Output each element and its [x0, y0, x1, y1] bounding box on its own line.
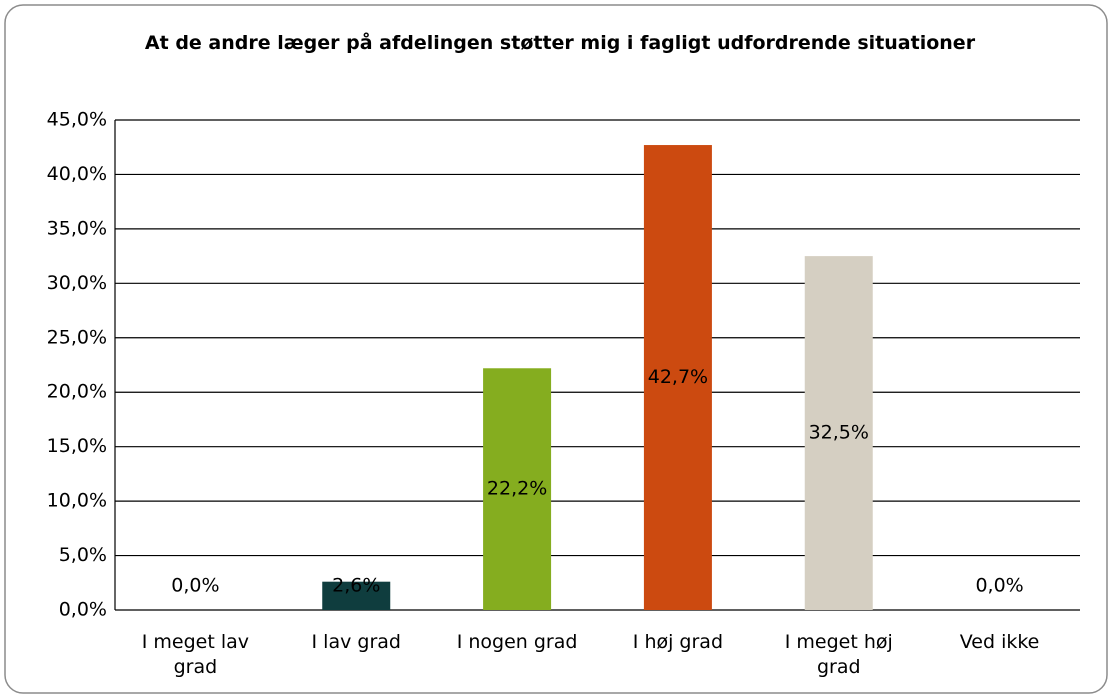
value-label: 0,0%	[975, 575, 1023, 597]
x-tick-label: I lav grad	[311, 631, 401, 653]
y-tick-label: 40,0%	[47, 163, 107, 185]
x-tick-label: I meget høj grad	[784, 631, 893, 678]
x-tick-label: I høj grad	[632, 631, 724, 653]
y-tick-label: 5,0%	[59, 544, 107, 566]
y-tick-label: 0,0%	[59, 599, 107, 621]
value-label: 2,6%	[332, 575, 380, 597]
bar	[483, 368, 552, 610]
y-tick-label: 25,0%	[47, 326, 107, 348]
x-tick-label: I meget lav grad	[141, 631, 250, 678]
value-label: 42,7%	[648, 366, 708, 388]
y-tick-label: 35,0%	[47, 217, 107, 239]
value-label: 32,5%	[809, 422, 869, 444]
y-tick-label: 45,0%	[47, 109, 107, 131]
y-tick-label: 20,0%	[47, 381, 107, 403]
x-tick-label: Ved ikke	[959, 631, 1040, 653]
y-tick-label: 30,0%	[47, 272, 107, 294]
value-label: 22,2%	[487, 478, 547, 500]
x-tick-label: I nogen grad	[456, 631, 578, 653]
bar	[643, 145, 712, 611]
value-label: 0,0%	[171, 575, 219, 597]
bar	[804, 256, 873, 610]
y-tick-label: 10,0%	[47, 490, 107, 512]
y-tick-label: 15,0%	[47, 435, 107, 457]
chart-title: At de andre læger på afdelingen støtter …	[144, 32, 976, 54]
bar	[322, 581, 391, 610]
